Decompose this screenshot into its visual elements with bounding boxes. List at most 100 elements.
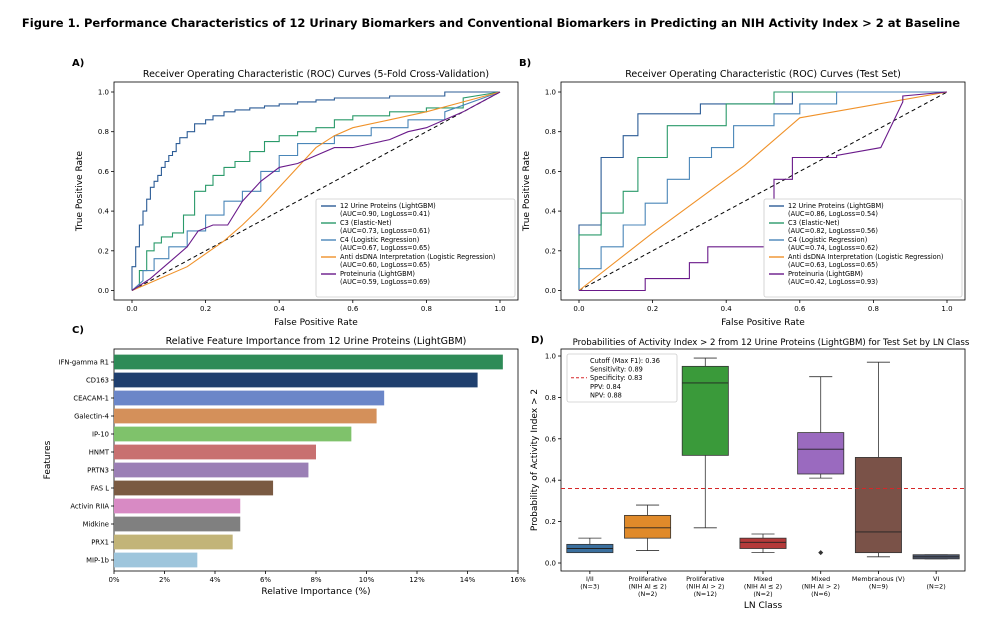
panel-a-roc-cv: A) Receiver Operating Characteristic (ROC…	[72, 58, 519, 328]
category-label: Mixed	[754, 575, 773, 583]
category-label: Proliferative	[686, 575, 724, 583]
annotation-line: Cutoff (Max F1): 0.36	[590, 357, 660, 365]
roc-series-line-4	[131, 91, 501, 292]
y-tick-label: 0.2	[545, 518, 556, 526]
legend-entry: C4 (Logistic Regression)	[340, 236, 419, 244]
x-tick-label: 0.6	[794, 305, 806, 313]
x-axis-label: False Positive Rate	[721, 318, 805, 328]
x-tick-label: 0.0	[126, 305, 137, 313]
x-tick-label: 0.2	[200, 305, 211, 313]
importance-bar	[114, 498, 241, 514]
feature-label: Midkine	[83, 521, 109, 529]
x-tick-label: 1.0	[941, 305, 952, 313]
legend-entry-metrics: (AUC=0.42, LogLoss=0.93)	[788, 278, 878, 286]
importance-bar	[114, 444, 316, 460]
legend-entry-metrics: (AUC=0.73, LogLoss=0.61)	[340, 227, 430, 235]
x-tick-label: 0.0	[573, 305, 584, 313]
y-tick-label: 1.0	[98, 89, 109, 97]
y-tick-label: 0.0	[545, 560, 556, 568]
feature-label: CD163	[86, 377, 109, 385]
x-tick-label: 0.6	[347, 305, 359, 313]
y-axis-label: True Positive Rate	[522, 150, 532, 232]
category-label: (NIH AI ≤ 2)	[628, 583, 666, 591]
y-tick-label: 0.2	[545, 247, 556, 255]
annotation-box	[566, 353, 678, 403]
importance-bar	[114, 462, 309, 478]
box-iqr	[797, 432, 845, 475]
panel-c-feature-importance: C) Relative Feature Importance from 12 Ur…	[43, 325, 526, 597]
panel-title: Probabilities of Activity Index > 2 from…	[573, 338, 970, 348]
x-axis-label: False Positive Rate	[274, 318, 358, 328]
y-tick-label: 0.4	[545, 208, 557, 216]
x-tick-label: 1.0	[494, 305, 505, 313]
x-tick-label: 2%	[159, 576, 170, 584]
feature-label: PRX1	[91, 539, 109, 547]
roc-series-line-4	[578, 91, 948, 291]
category-label: I/II	[586, 575, 594, 583]
feature-label: PRTN3	[87, 467, 109, 475]
panel-letter: A)	[72, 58, 84, 69]
plot-frame	[113, 81, 519, 301]
importance-bar	[114, 426, 352, 442]
feature-label: FAS L	[91, 485, 109, 493]
roc-series-line-2	[131, 91, 501, 291]
y-tick-label: 0.4	[98, 208, 110, 216]
legend-entry-metrics: (AUC=0.60, LogLoss=0.65)	[340, 261, 430, 269]
y-tick-label: 0.4	[545, 477, 557, 485]
importance-bar	[114, 516, 241, 532]
legend-box	[763, 198, 963, 298]
legend-entry-metrics: (AUC=0.59, LogLoss=0.69)	[340, 278, 430, 286]
box-iqr	[624, 514, 672, 539]
plot-frame	[560, 81, 966, 301]
x-tick-label: 14%	[460, 576, 476, 584]
category-label: (NIH AI > 2)	[802, 583, 840, 591]
x-tick-label: 6%	[260, 576, 271, 584]
figure-title: Figure 1. Performance Characteristics of…	[22, 16, 960, 30]
y-axis-label: Features	[43, 440, 53, 479]
y-tick-label: 0.0	[98, 287, 109, 295]
legend-entry: C4 (Logistic Regression)	[788, 236, 867, 244]
legend-box	[315, 198, 516, 298]
x-tick-label: 0.8	[421, 305, 432, 313]
x-tick-label: 0.4	[274, 305, 286, 313]
x-tick-label: 10%	[359, 576, 375, 584]
legend-entry: C3 (Elastic-Net)	[340, 219, 392, 227]
legend-entry: Proteinuria (LightGBM)	[340, 270, 415, 278]
panel-letter: D)	[531, 335, 544, 346]
x-tick-label: 12%	[409, 576, 425, 584]
legend-entry-metrics: (AUC=0.82, LogLoss=0.56)	[788, 227, 878, 235]
annotation-line: Specificity: 0.83	[590, 374, 643, 382]
roc-series-line-5	[131, 91, 501, 291]
y-axis-label: Probability of Activity Index > 2	[530, 389, 540, 531]
category-label: (N=3)	[580, 583, 599, 591]
category-label: (N=2)	[927, 583, 946, 591]
legend-entry-metrics: (AUC=0.67, LogLoss=0.65)	[340, 244, 430, 252]
x-tick-label: 0.2	[647, 305, 658, 313]
y-tick-label: 1.0	[545, 353, 556, 361]
legend-entry-metrics: (AUC=0.63, LogLoss=0.65)	[788, 261, 878, 269]
feature-label: Galectin-4	[74, 413, 109, 421]
feature-label: MIP-1b	[86, 557, 109, 565]
legend-entry: Proteinuria (LightGBM)	[788, 270, 863, 278]
panel-title: Relative Feature Importance from 12 Urin…	[166, 336, 467, 347]
x-tick-label: 16%	[510, 576, 526, 584]
category-label: (N=2)	[753, 590, 772, 598]
x-tick-label: 0.4	[721, 305, 733, 313]
panel-title: Receiver Operating Characteristic (ROC) …	[143, 69, 489, 80]
importance-bar	[114, 354, 503, 370]
feature-label: CEACAM-1	[73, 395, 109, 403]
outlier-point	[818, 550, 824, 556]
y-tick-label: 0.0	[545, 287, 556, 295]
importance-bar	[114, 408, 377, 424]
x-tick-label: 4%	[209, 576, 220, 584]
panel-b-roc-test: B) Receiver Operating Characteristic (ROC…	[519, 58, 966, 328]
panel-letter: B)	[519, 58, 531, 69]
category-label: Proliferative	[628, 575, 666, 583]
box-iqr	[854, 457, 902, 554]
x-axis-label: Relative Importance (%)	[261, 587, 370, 597]
legend-entry: 12 Urine Proteins (LightGBM)	[788, 202, 884, 210]
legend-entry: C3 (Elastic-Net)	[788, 219, 840, 227]
importance-bar	[114, 390, 385, 406]
category-label: (NIH AI ≤ 2)	[744, 583, 782, 591]
importance-bar	[114, 552, 198, 568]
